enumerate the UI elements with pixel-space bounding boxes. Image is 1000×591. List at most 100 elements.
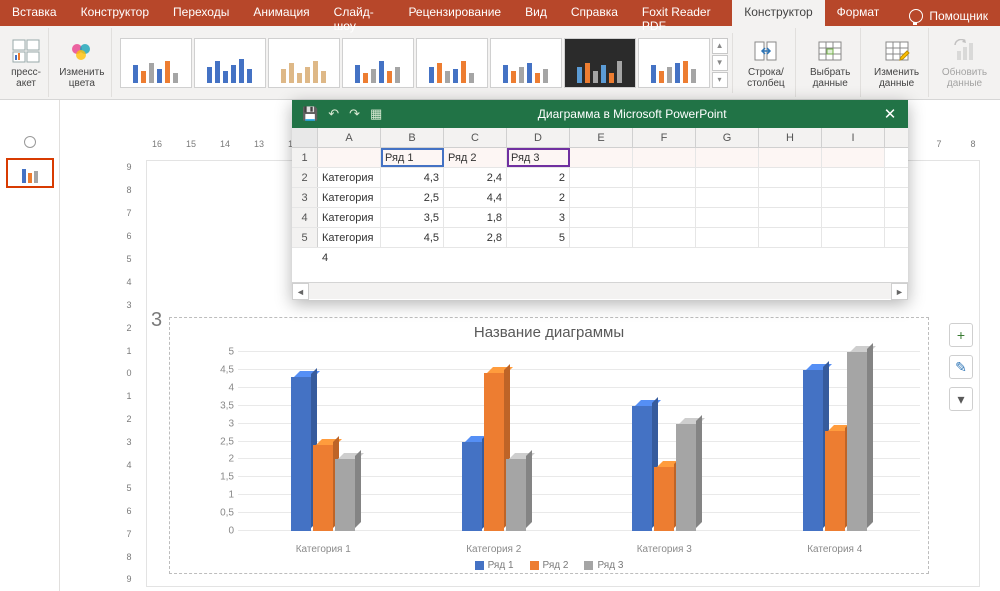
edit-data-group[interactable]: Изменить данные [865,28,929,97]
cell[interactable] [822,188,885,207]
cell[interactable] [570,208,633,227]
col-header[interactable]: A [318,128,381,147]
scroll-left-icon[interactable]: ◄ [292,283,309,300]
chart-style-thumb[interactable] [194,38,266,88]
quick-layout-group[interactable]: пресс- акет [4,28,49,97]
row-header[interactable]: 1 [292,148,318,167]
cell[interactable]: Категория 4 [318,228,381,247]
ribbon-tab[interactable]: Foxit Reader PDF [630,0,732,26]
ribbon-tab[interactable]: Справка [559,0,630,26]
gallery-nav[interactable]: ▼ [712,55,728,71]
chart-bar[interactable] [847,352,867,531]
chart-bar[interactable] [291,377,311,531]
cell[interactable] [696,228,759,247]
cell[interactable]: Ряд 1 [381,148,444,167]
cell[interactable]: 2,5 [381,188,444,207]
scroll-right-icon[interactable]: ► [891,283,908,300]
col-header[interactable]: D [507,128,570,147]
legend-item[interactable]: Ряд 2 [530,560,569,571]
cell[interactable]: 3 [507,208,570,227]
ribbon-tab[interactable]: Конструктор [69,0,161,26]
ribbon-tab[interactable]: Слайд-шоу [322,0,397,26]
ribbon-tab[interactable]: Вид [513,0,559,26]
legend-item[interactable]: Ряд 3 [584,560,623,571]
cell[interactable] [822,208,885,227]
cell[interactable] [759,228,822,247]
chart-style-thumb[interactable] [638,38,710,88]
grid-icon[interactable]: ▦ [370,106,382,122]
cell[interactable]: 2,4 [444,168,507,187]
ribbon-tab[interactable]: Вставка [0,0,69,26]
cell[interactable] [696,208,759,227]
chart-bar[interactable] [654,467,674,531]
cell[interactable]: 2 [507,188,570,207]
slide-thumb-active[interactable] [6,158,54,188]
cell[interactable] [759,188,822,207]
cell[interactable] [759,208,822,227]
cell[interactable] [822,148,885,167]
ribbon-tab[interactable]: Переходы [161,0,241,26]
cell[interactable]: Ряд 2 [444,148,507,167]
chart-style-thumb[interactable] [268,38,340,88]
save-icon[interactable]: 💾 [302,106,318,122]
row-header[interactable]: 5 [292,228,318,247]
excel-titlebar[interactable]: 💾 ↶ ↷ ▦ Диаграмма в Microsoft PowerPoint… [292,100,908,128]
cell[interactable] [822,168,885,187]
cell[interactable] [759,148,822,167]
legend-item[interactable]: Ряд 1 [475,560,514,571]
cell[interactable] [822,228,885,247]
chart-style-thumb[interactable] [342,38,414,88]
chart-styles-button[interactable]: ✎ [949,355,973,379]
change-colors-group[interactable]: Изменить цвета [53,28,111,97]
cell[interactable] [696,168,759,187]
col-header[interactable]: E [570,128,633,147]
col-header[interactable]: G [696,128,759,147]
chart-style-thumb[interactable] [490,38,562,88]
col-header[interactable]: C [444,128,507,147]
redo-icon[interactable]: ↷ [349,106,360,122]
chart-bar[interactable] [632,406,652,531]
refresh-data-group[interactable]: Обновить данные [933,28,996,97]
select-data-group[interactable]: Выбрать данные [800,28,861,97]
ribbon-tab[interactable]: Анимация [241,0,321,26]
cell[interactable]: 4,5 [381,228,444,247]
chart-object[interactable]: Название диаграммы 00,511,522,533,544,55… [169,317,929,574]
cell[interactable]: 1,8 [444,208,507,227]
chart-filters-button[interactable]: ▾ [949,387,973,411]
cell[interactable]: 2 [507,168,570,187]
cell[interactable] [570,188,633,207]
chart-bar[interactable] [335,459,355,531]
undo-icon[interactable]: ↶ [328,106,339,122]
gallery-nav[interactable]: ▲ [712,38,728,54]
tell-me[interactable]: Помощник [897,0,1000,26]
cell[interactable] [570,228,633,247]
col-header[interactable]: F [633,128,696,147]
cell[interactable] [633,148,696,167]
cell[interactable] [570,148,633,167]
cell[interactable]: 5 [507,228,570,247]
chart-elements-button[interactable]: + [949,323,973,347]
chart-bar[interactable] [825,431,845,531]
collapse-icon[interactable] [24,136,36,148]
chart-bar[interactable] [676,424,696,531]
col-header[interactable]: B [381,128,444,147]
gallery-nav[interactable]: ▾ [712,72,728,88]
chart-title[interactable]: Название диаграммы [170,318,928,341]
cell[interactable] [318,148,381,167]
row-header[interactable]: 2 [292,168,318,187]
col-header[interactable]: I [822,128,885,147]
cell[interactable] [696,148,759,167]
cell[interactable] [759,168,822,187]
col-header[interactable]: H [759,128,822,147]
cell[interactable] [570,168,633,187]
cell[interactable]: Категория 3 [318,208,381,227]
cell[interactable]: 2,8 [444,228,507,247]
chart-style-thumb[interactable] [120,38,192,88]
chart-bar[interactable] [506,459,526,531]
cell[interactable]: 4,4 [444,188,507,207]
row-header[interactable]: 3 [292,188,318,207]
cell[interactable] [633,228,696,247]
chart-legend[interactable]: Ряд 1 Ряд 2 Ряд 3 [170,560,928,571]
excel-sheet[interactable]: ABCDEFGHI 1Ряд 1Ряд 2Ряд 32Категория 14,… [292,128,908,282]
ribbon-tab[interactable]: Формат [825,0,892,26]
